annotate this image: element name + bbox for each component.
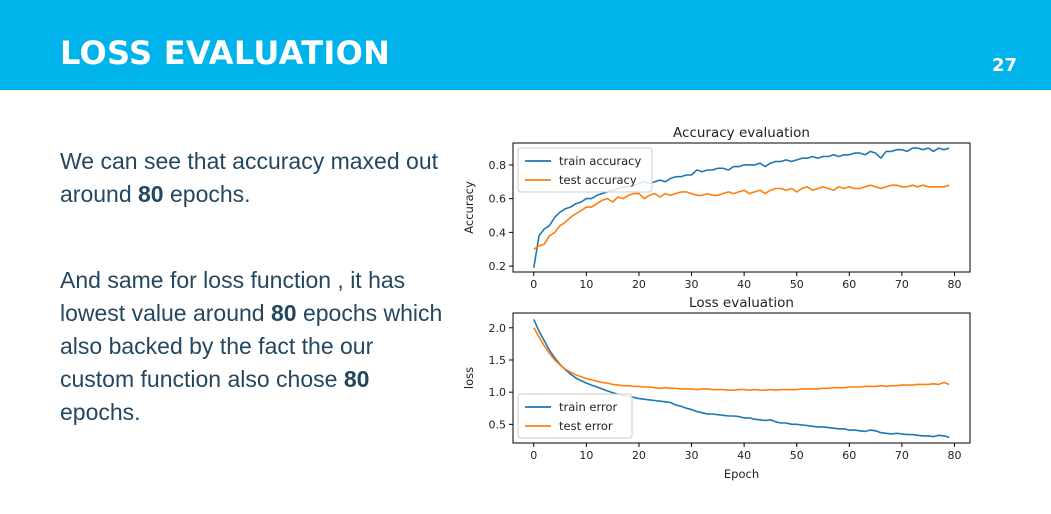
x-tick-label: 30 <box>685 449 699 462</box>
legend-box <box>517 147 653 193</box>
chart-title: Accuracy evaluation <box>673 125 810 141</box>
chart-accuracy: 0 10 20 30 40 50 60 70 80 0.2 0.4 0.6 0.8 Accuracy ev… <box>462 125 971 291</box>
paragraph-accuracy: We can see that accuracy maxed out aroun… <box>60 145 445 211</box>
x-tick-label: 50 <box>790 278 804 291</box>
y-tick-label: 0.2 <box>489 260 507 273</box>
series-line-train-accuracy <box>533 147 950 268</box>
y-tick-label: 0.6 <box>489 193 507 206</box>
x-axis-label: Epoch <box>724 467 759 481</box>
page-title: LOSS EVALUATION <box>60 34 391 72</box>
x-tick-label: 70 <box>895 449 909 462</box>
page-number: 27 <box>991 55 1017 76</box>
x-tick-label: 60 <box>842 449 856 462</box>
x-tick-label: 40 <box>737 449 751 462</box>
chart-loss: 0 10 20 30 40 50 60 70 80 0.5 1.0 1.5 2.0 Loss evalua… <box>462 295 971 481</box>
x-tick-label: 20 <box>632 278 646 291</box>
y-tick-label: 0.5 <box>489 418 507 431</box>
series-line-test-accuracy <box>533 184 950 250</box>
para1-text-after: epochs. <box>163 181 251 207</box>
x-tick-label: 10 <box>579 449 593 462</box>
x-tick-label: 20 <box>632 449 646 462</box>
x-tick-label: 50 <box>790 449 804 462</box>
x-tick-label: 30 <box>685 278 699 291</box>
header-bar: LOSS EVALUATION 27 <box>0 0 1051 90</box>
legend-box <box>517 393 633 439</box>
x-tick-label: 70 <box>895 278 909 291</box>
y-tick-label: 1.0 <box>489 386 507 399</box>
legend: train error test error <box>517 393 633 439</box>
x-tick-label: 0 <box>530 278 537 291</box>
y-tick-label: 2.0 <box>489 322 507 335</box>
x-tick-label: 40 <box>737 278 751 291</box>
y-axis-label: loss <box>462 367 476 389</box>
legend-label: test accuracy <box>559 173 637 187</box>
para2-text-after: epochs. <box>60 399 141 425</box>
legend-label: test error <box>559 419 613 433</box>
charts-figure: 0 10 20 30 40 50 60 70 80 0.2 0.4 0.6 0.8 Accuracy ev… <box>462 125 971 481</box>
plot-frame <box>512 142 971 273</box>
x-tick-label: 60 <box>842 278 856 291</box>
para1-text-before: We can see that accuracy maxed out aroun… <box>60 148 438 207</box>
x-tick-label: 80 <box>947 278 961 291</box>
x-tick-label: 10 <box>579 278 593 291</box>
legend-label: train accuracy <box>559 154 642 168</box>
x-tick-label: 0 <box>530 449 537 462</box>
paragraph-loss: And same for loss function , it has lowe… <box>60 264 445 429</box>
legend: train accuracy test accuracy <box>517 147 653 193</box>
x-tick-label: 80 <box>947 449 961 462</box>
y-tick-label: 0.4 <box>489 226 507 239</box>
legend-label: train error <box>559 400 618 414</box>
y-tick-label: 1.5 <box>489 354 507 367</box>
para2-bold-value-2: 80 <box>343 366 370 392</box>
series-line-test-error <box>533 327 950 392</box>
y-axis-label: Accuracy <box>462 181 476 234</box>
para2-bold-value-1: 80 <box>270 300 297 326</box>
para2-text-middle: epochs which also backed by the fact the… <box>60 300 443 392</box>
para2-text-before: And same for loss function , it has lowe… <box>60 267 406 326</box>
plot-frame <box>512 312 971 444</box>
series-line-train-error <box>533 319 950 438</box>
para1-bold-value: 80 <box>138 181 164 207</box>
chart-title: Loss evaluation <box>689 295 794 311</box>
y-tick-label: 0.8 <box>489 159 507 172</box>
